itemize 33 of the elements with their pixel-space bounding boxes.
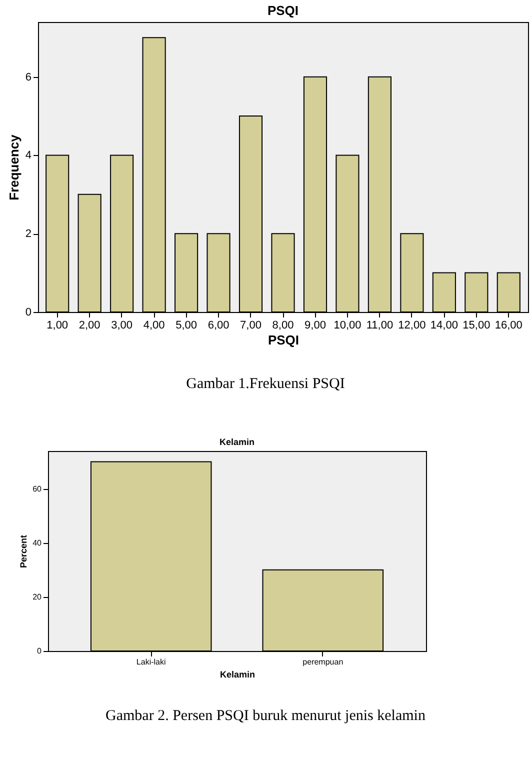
y-tick-label: 0 xyxy=(25,306,32,318)
y-tick-label: 2 xyxy=(25,228,32,240)
x-tick-label: 7,00 xyxy=(240,320,262,332)
x-tick-label: 8,00 xyxy=(272,320,294,332)
chart-title: PSQI xyxy=(267,3,299,18)
y-tick-label: 60 xyxy=(32,484,42,494)
x-axis-title: PSQI xyxy=(268,332,300,348)
x-tick-label: 1,00 xyxy=(46,320,68,332)
x-tick-label: 15,00 xyxy=(462,320,490,332)
x-tick-label: 11,00 xyxy=(366,320,394,332)
x-tick-label: 4,00 xyxy=(143,320,165,332)
y-tick-label: 20 xyxy=(32,592,42,602)
x-tick-label: 2,00 xyxy=(78,320,100,332)
x-tick-label: 6,00 xyxy=(208,320,230,332)
x-tick-label: 3,00 xyxy=(111,320,133,332)
x-tick-label: 10,00 xyxy=(334,320,362,332)
y-tick-label: 0 xyxy=(37,646,42,656)
chart-title: Kelamin xyxy=(219,437,255,447)
x-tick-label: Laki-laki xyxy=(136,658,166,666)
x-tick-label: 14,00 xyxy=(430,320,458,332)
y-axis-title: Frequency xyxy=(6,134,22,200)
text: Gambar 2. Persen PSQI buruk menurut jenis kelamin xyxy=(104,708,426,725)
x-axis-title: Kelamin xyxy=(220,670,256,680)
x-tick-label: 12,00 xyxy=(398,320,426,332)
y-tick-label: 40 xyxy=(32,538,42,548)
x-tick-label: perempuan xyxy=(302,658,344,666)
text: Gambar 1.Frekuensi PSQI xyxy=(185,376,346,393)
x-tick-label: 9,00 xyxy=(304,320,326,332)
y-axis-title: Percent xyxy=(18,534,29,568)
y-tick-label: 6 xyxy=(25,71,32,84)
x-tick-label: 5,00 xyxy=(176,320,197,332)
x-tick-label: 16,00 xyxy=(494,320,522,332)
y-tick-label: 4 xyxy=(25,150,32,162)
